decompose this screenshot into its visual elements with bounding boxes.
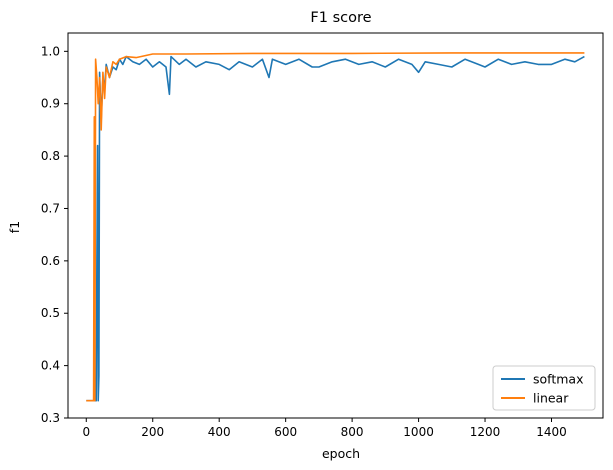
x-tick-label: 1200 xyxy=(470,425,501,439)
axes-frame xyxy=(67,32,604,419)
series-line-linear xyxy=(86,52,585,402)
plot-area xyxy=(67,32,604,419)
x-axis-label: epoch xyxy=(322,446,360,461)
x-tick-label: 400 xyxy=(208,425,231,439)
x-tick-label: 600 xyxy=(274,425,297,439)
y-axis-label: f1 xyxy=(7,221,22,233)
y-tick-label: 0.7 xyxy=(41,201,60,215)
y-axis-ticks: 0.3 0.4 0.5 0.6 0.7 0.8 0.9 1.0 xyxy=(41,44,68,425)
x-tick-label: 0 xyxy=(82,425,90,439)
legend-label-linear: linear xyxy=(533,391,569,406)
y-tick-label: 0.4 xyxy=(41,359,60,373)
series-line-softmax xyxy=(86,55,585,402)
y-tick-label: 0.8 xyxy=(41,149,60,163)
y-tick-label: 0.3 xyxy=(41,411,60,425)
y-tick-label: 0.6 xyxy=(41,254,60,268)
y-tick-label: 1.0 xyxy=(41,44,60,58)
x-tick-label: 800 xyxy=(341,425,364,439)
chart-title: F1 score xyxy=(310,10,371,26)
y-tick-label: 0.5 xyxy=(41,306,60,320)
legend-label-softmax: softmax xyxy=(533,372,583,387)
x-tick-label: 1400 xyxy=(536,425,567,439)
x-tick-label: 1000 xyxy=(403,425,434,439)
y-tick-label: 0.9 xyxy=(41,97,60,111)
x-tick-label: 200 xyxy=(141,425,164,439)
legend: softmax linear xyxy=(492,365,596,411)
x-axis-ticks: 0 200 400 600 800 1000 1200 1400 xyxy=(82,418,567,439)
